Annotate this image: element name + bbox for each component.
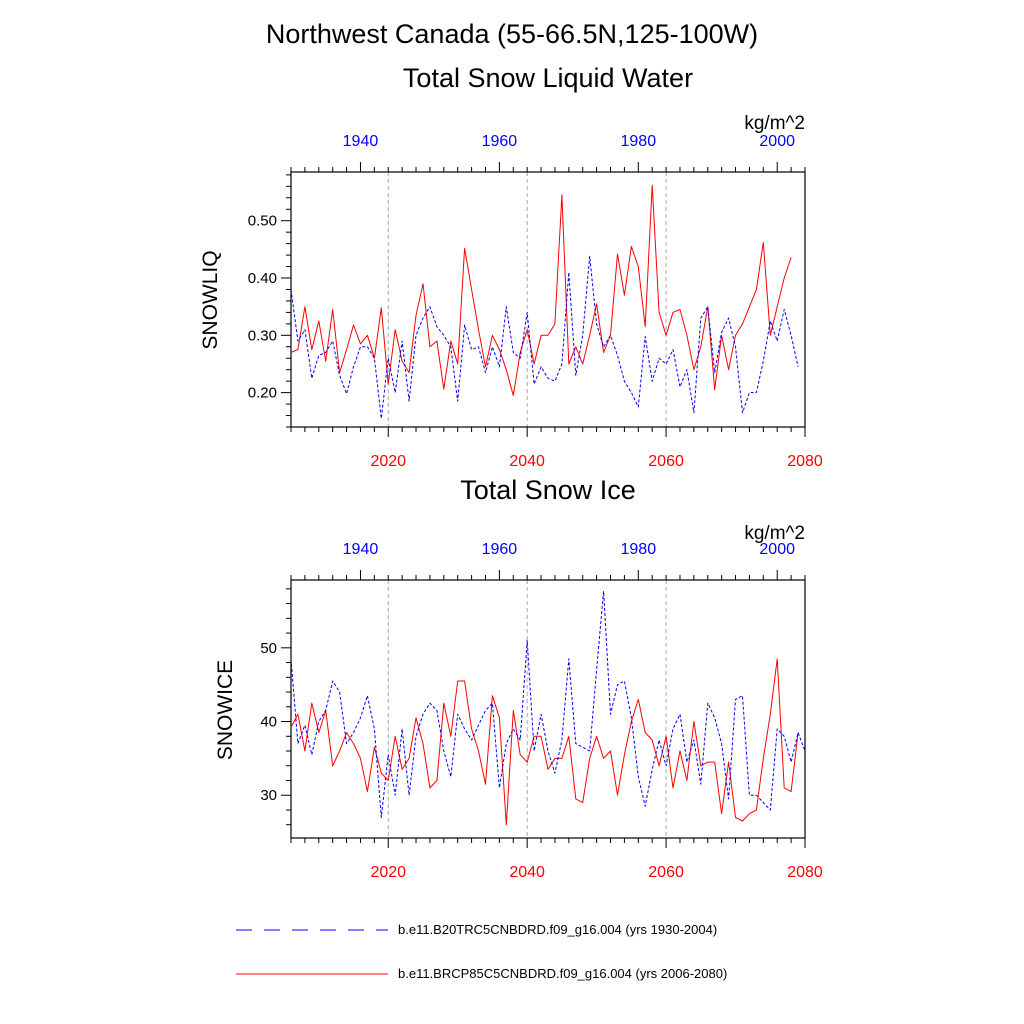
- snowice-xtick-top-label: 2000: [759, 541, 795, 558]
- panel-snowliq-ylabel: SNOWLIQ: [199, 250, 222, 349]
- snowice-historical-series-line: [290, 590, 806, 818]
- snowliq-xtick-top-label: 1980: [621, 133, 657, 150]
- panel-snowliq-title: Total Snow Liquid Water: [403, 63, 693, 93]
- snowice-xtick-bottom-label: 2060: [648, 864, 684, 881]
- snowice-xtick-top-label: 1940: [343, 541, 379, 558]
- snowliq-ytick-label: 0.30: [248, 327, 277, 344]
- snowice-ytick-label: 50: [260, 640, 277, 657]
- snowliq-ytick-label: 0.50: [248, 213, 277, 230]
- snowice-xtick-top-label: 1960: [482, 541, 518, 558]
- snowice-xtick-bottom-label: 2080: [787, 864, 823, 881]
- snowice-future-series-line: [290, 658, 799, 826]
- snowice-ytick-label: 30: [260, 787, 277, 804]
- panel-snowice-plot: 30 40 50 2020 2040 2060 2080 1940 1960 1980 2000: [260, 541, 823, 881]
- legend: b.e11.B20TRC5CNBDRD.f09_g16.004 (yrs 193…: [236, 922, 727, 981]
- legend-future-label: b.e11.BRCP85C5CNBDRD.f09_g16.004 (yrs 20…: [398, 966, 727, 981]
- panel-snowliq: Total Snow Liquid Water kg/m^2 SNOWLIQ 0…: [199, 63, 823, 470]
- snowliq-xtick-bottom-label: 2020: [370, 453, 406, 470]
- snowice-plot-frame: [290, 579, 806, 839]
- panel-snowice: Total Snow Ice kg/m^2 SNOWICE 30 40 50 2020…: [214, 475, 823, 881]
- snowice-ytick-label: 40: [260, 714, 277, 731]
- snowliq-plot-frame: [290, 171, 806, 428]
- panel-snowliq-units: kg/m^2: [744, 113, 805, 134]
- legend-historical-label: b.e11.B20TRC5CNBDRD.f09_g16.004 (yrs 193…: [398, 922, 717, 937]
- snowliq-xtick-top-label: 2000: [759, 133, 795, 150]
- snowice-xtick-bottom-label: 2040: [509, 864, 545, 881]
- snowliq-xtick-bottom-label: 2060: [648, 453, 684, 470]
- snowliq-future-series-line: [290, 184, 792, 396]
- panel-snowice-title: Total Snow Ice: [460, 475, 636, 505]
- panel-snowliq-plot: 0.20 0.30 0.40 0.50 2020 2040 2060 2080 1940 1960…: [248, 133, 823, 470]
- snowliq-xtick-top-label: 1940: [343, 133, 379, 150]
- snowliq-ytick-label: 0.40: [248, 270, 277, 287]
- panel-snowice-ylabel: SNOWICE: [214, 660, 237, 760]
- snowliq-xtick-top-label: 1960: [482, 133, 518, 150]
- snowice-xtick-bottom-label: 2020: [370, 864, 406, 881]
- figure-title-line1: Northwest Canada (55-66.5N,125-100W): [266, 19, 758, 49]
- snowice-xtick-top-label: 1980: [621, 541, 657, 558]
- panel-snowice-units: kg/m^2: [744, 523, 805, 544]
- snowliq-xtick-bottom-label: 2080: [787, 453, 823, 470]
- snowliq-ytick-label: 0.20: [248, 385, 277, 402]
- snowliq-xtick-bottom-label: 2040: [509, 453, 545, 470]
